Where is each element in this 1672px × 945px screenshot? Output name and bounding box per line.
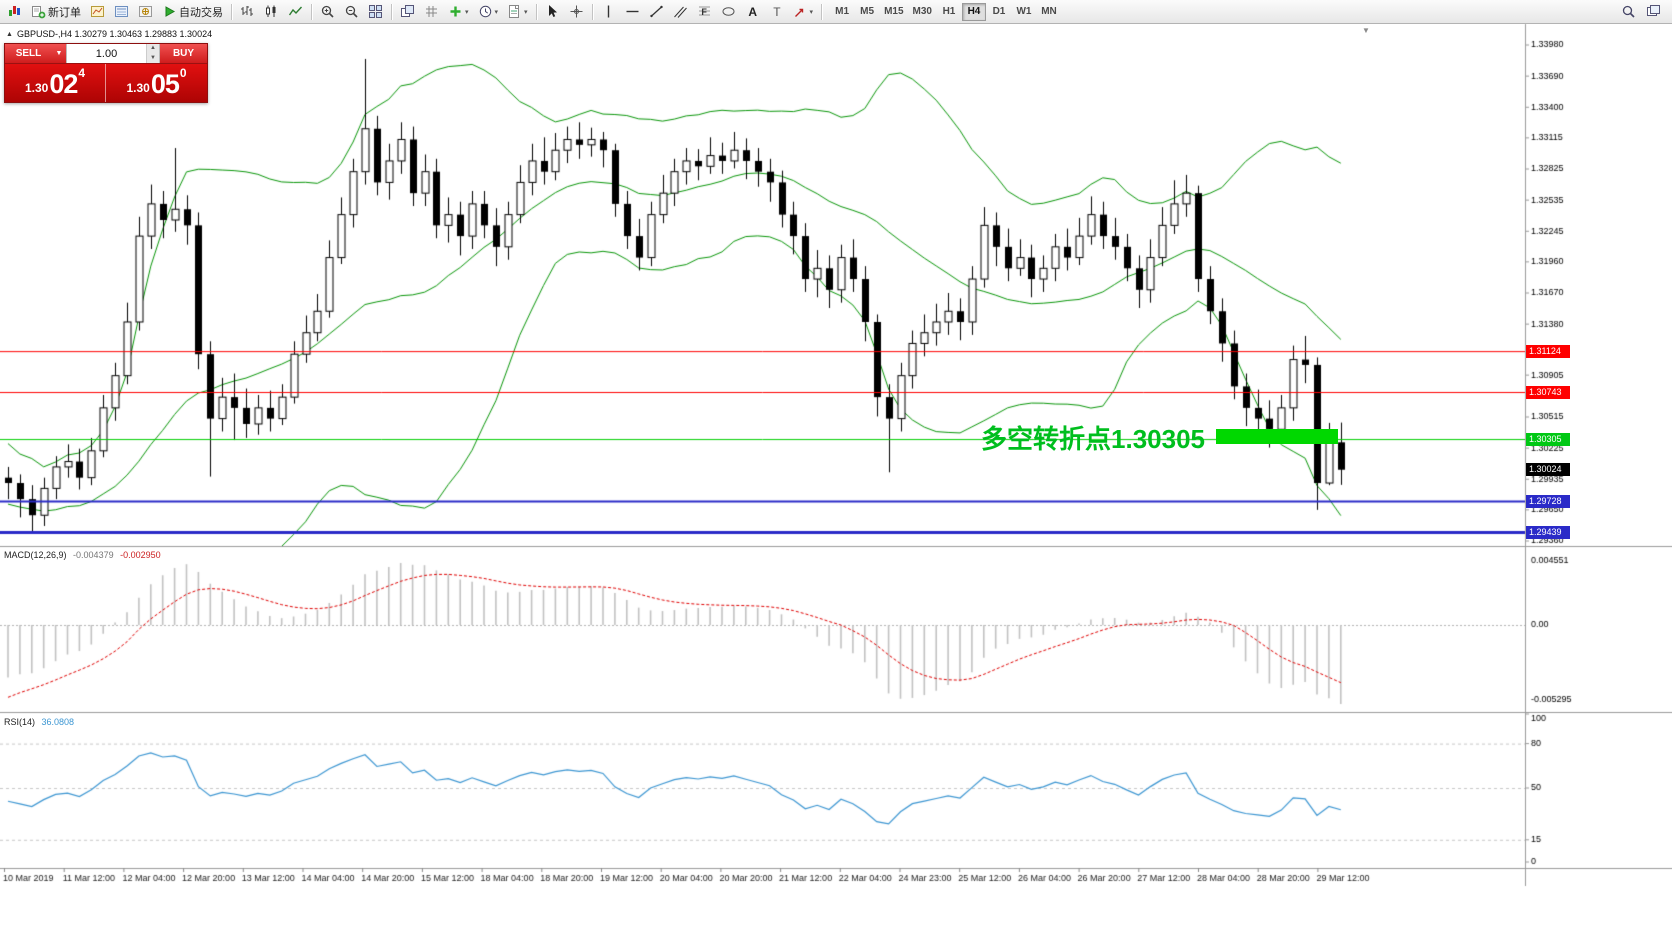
annotation-rectangle[interactable]: [1216, 429, 1338, 444]
volume-spinner: ▲ ▼: [146, 44, 159, 63]
trade-panel-controls: SELL ▼ ▲ ▼ BUY: [5, 44, 207, 64]
toolbar-separator: [391, 3, 392, 20]
timeframe-mn-button[interactable]: MN: [1037, 3, 1061, 21]
timeframe-group: M1 M5 M15 M30 H1 H4 D1 W1 MN: [830, 2, 1061, 21]
buy-button[interactable]: BUY: [160, 44, 207, 63]
macd-signal-value: -0.002950: [120, 550, 161, 560]
macd-main-value: -0.004379: [73, 550, 114, 560]
search-button[interactable]: [1617, 2, 1640, 22]
annotation-text[interactable]: 多空转折点1.30305: [981, 424, 1205, 454]
price-tag-1.30743[interactable]: 1.30743: [1526, 386, 1570, 400]
chart-shift-marker-icon[interactable]: ▼: [1362, 26, 1370, 35]
timeframe-m30-button[interactable]: M30: [909, 3, 936, 21]
market-watch-button[interactable]: [110, 2, 133, 22]
timeframe-h4-button[interactable]: H4: [961, 2, 986, 21]
app-chart-icon[interactable]: [3, 2, 26, 22]
shapes-button[interactable]: [717, 2, 740, 22]
toolbar-separator: [311, 3, 312, 20]
new-order-button[interactable]: 新订单: [27, 2, 85, 22]
trendline-button[interactable]: [645, 2, 668, 22]
timeframe-w1-button[interactable]: W1: [1012, 3, 1036, 21]
timeframe-m1-button[interactable]: M1: [830, 3, 854, 21]
trade-panel-prices: 1.30 02 4 1.30 05 0: [5, 64, 207, 102]
tile-windows-button[interactable]: [364, 2, 387, 22]
line-chart-button[interactable]: [284, 2, 307, 22]
zoom-in-button[interactable]: [316, 2, 339, 22]
sell-price-prefix: 1.30: [24, 81, 49, 95]
sell-price-point: 4: [78, 66, 86, 80]
collapse-triangle-icon[interactable]: ▲: [6, 30, 13, 38]
toolbar-separator: [821, 3, 823, 20]
arrows-button[interactable]: ▾: [789, 2, 818, 22]
timeframe-m15-button[interactable]: M15: [880, 3, 907, 21]
chart-window-button[interactable]: [86, 2, 109, 22]
volume-field: ▲ ▼: [66, 44, 160, 63]
text-button[interactable]: A: [741, 2, 764, 22]
buy-price[interactable]: 1.30 05 0: [106, 64, 207, 102]
macd-label: MACD(12,26,9) -0.004379 -0.002950: [4, 550, 161, 560]
svg-text:A: A: [748, 5, 757, 19]
buy-price-big: 05: [150, 69, 180, 99]
indicators-button[interactable]: ▾: [444, 2, 473, 22]
svg-text:F: F: [701, 7, 707, 17]
sell-button[interactable]: SELL: [5, 44, 52, 63]
one-click-trading-panel: SELL ▼ ▲ ▼ BUY 1.30 02 4 1.30 05 0: [4, 43, 208, 103]
candlestick-chart-button[interactable]: [260, 2, 283, 22]
toolbar-separator: [231, 3, 232, 20]
autotrading-button[interactable]: 自动交易: [158, 2, 227, 22]
volume-up-button[interactable]: ▲: [147, 44, 159, 54]
toolbar-separator: [535, 3, 537, 20]
rsi-label: RSI(14) 36.0808: [4, 717, 74, 727]
vertical-line-button[interactable]: [597, 2, 620, 22]
fibonacci-button[interactable]: F: [693, 2, 716, 22]
rsi-name: RSI(14): [4, 717, 36, 727]
volume-down-button[interactable]: ▼: [147, 53, 159, 63]
bar-chart-button[interactable]: [236, 2, 259, 22]
auto-scroll-button[interactable]: [420, 2, 443, 22]
cursor-button[interactable]: [541, 2, 564, 22]
buy-price-point: 0: [179, 66, 187, 80]
symbol-ohlc-text: GBPUSD-,H4 1.30279 1.30463 1.29883 1.300…: [16, 29, 213, 39]
toolbar: 新订单 自动交易 ▾ ▾ ▾ F A T ▾ M1 M5 M15 M30 H1 H4 D1 W1 MN: [0, 0, 1672, 24]
price-tag-1.30305[interactable]: 1.30305: [1526, 433, 1570, 447]
price-tag-1.30024: 1.30024: [1526, 463, 1570, 477]
arrange-windows-button[interactable]: [396, 2, 419, 22]
sell-price-big: 02: [49, 69, 78, 99]
buy-price-prefix: 1.30: [126, 81, 150, 95]
symbol-ohlc-header: ▲ GBPUSD-,H4 1.30279 1.30463 1.29883 1.3…: [6, 29, 212, 39]
text-label-button[interactable]: T: [765, 2, 788, 22]
price-tag-1.29439[interactable]: 1.29439: [1526, 526, 1570, 540]
toolbar-separator: [591, 3, 593, 20]
macd-name: MACD(12,26,9): [4, 550, 67, 560]
volume-input[interactable]: [67, 44, 146, 63]
rsi-value: 36.0808: [41, 717, 75, 727]
sell-price[interactable]: 1.30 02 4: [5, 64, 106, 102]
toolbar-right-group: [1617, 2, 1669, 22]
timeframe-d1-button[interactable]: D1: [987, 3, 1011, 21]
zoom-out-button[interactable]: [340, 2, 363, 22]
crosshair-button[interactable]: [565, 2, 588, 22]
toolbar-left-group: 新订单 自动交易 ▾ ▾ ▾ F A T ▾: [3, 2, 825, 22]
svg-text:T: T: [773, 5, 781, 19]
price-tag-1.31124[interactable]: 1.31124: [1526, 345, 1570, 359]
horizontal-line-button[interactable]: [621, 2, 644, 22]
new-window-button[interactable]: [1642, 2, 1665, 22]
order-type-dropdown[interactable]: ▼: [52, 44, 66, 63]
price-tag-1.29728[interactable]: 1.29728: [1526, 494, 1570, 508]
channel-button[interactable]: [669, 2, 692, 22]
periods-button[interactable]: ▾: [474, 2, 503, 22]
timeframe-m5-button[interactable]: M5: [855, 3, 879, 21]
timeframe-h1-button[interactable]: H1: [937, 3, 961, 21]
templates-button[interactable]: ▾: [503, 2, 532, 22]
navigator-button[interactable]: [134, 2, 157, 22]
